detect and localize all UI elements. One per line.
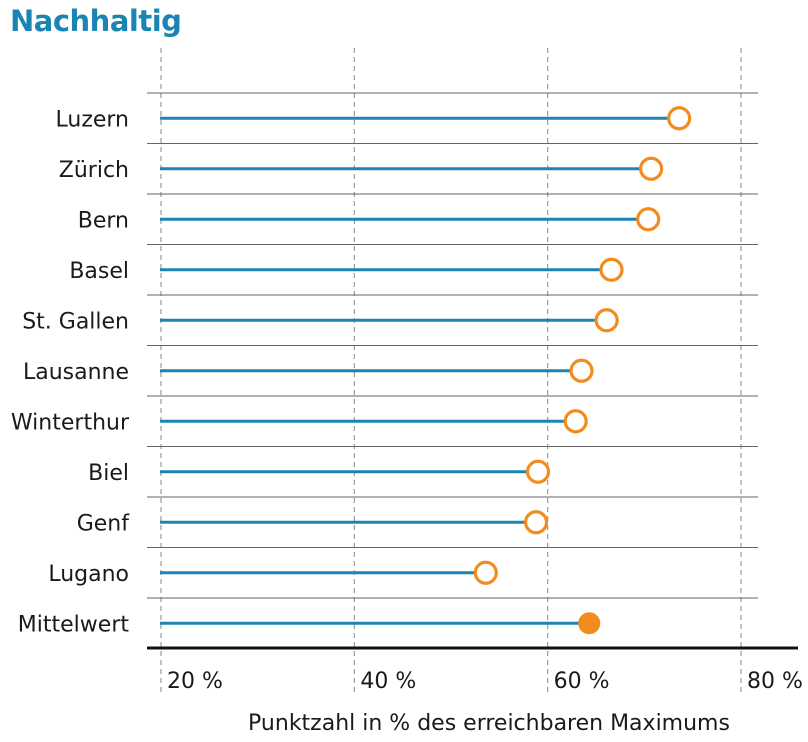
value-marker [563, 409, 588, 434]
rows-layer: Luzern Zürich Bern Basel St. Gallen Lausanne W… [11, 106, 692, 637]
data-row: Zürich [59, 156, 664, 183]
data-row: Biel [88, 459, 551, 486]
value-marker [473, 560, 498, 585]
x-tick-label: 20 % [167, 669, 223, 694]
value-marker [667, 106, 692, 131]
data-row: Basel [69, 257, 624, 284]
mean-marker [578, 612, 601, 635]
category-label: Lausanne [23, 360, 129, 385]
grid-layer [147, 48, 758, 692]
chart-title: Nachhaltig [10, 4, 182, 38]
value-marker [594, 308, 619, 333]
value-marker [523, 510, 549, 535]
data-row: Luzern [56, 106, 692, 132]
data-row: Mittelwert [18, 612, 601, 637]
value-marker [638, 156, 664, 181]
category-label: Zürich [59, 158, 129, 183]
x-tick-label: 80 % [747, 669, 803, 694]
value-marker [525, 459, 551, 484]
category-label: St. Gallen [22, 309, 129, 334]
value-marker [636, 207, 661, 232]
data-row: St. Gallen [22, 308, 619, 334]
x-tick-label: 40 % [360, 669, 416, 694]
category-label: Winterthur [11, 410, 130, 435]
x-axis: 20 % 40 % 60 % 80 % [147, 646, 803, 694]
category-label: Bern [78, 208, 129, 233]
category-label: Biel [88, 461, 129, 486]
x-tick-label: 60 % [554, 669, 610, 694]
category-label: Mittelwert [18, 612, 130, 637]
category-label: Basel [69, 259, 129, 284]
category-label: Lugano [48, 562, 129, 587]
data-row: Winterthur [11, 409, 588, 435]
category-label: Genf [77, 511, 131, 536]
value-marker [599, 257, 624, 282]
data-row: Genf [77, 510, 549, 536]
category-label: Luzern [56, 107, 130, 132]
value-marker [569, 358, 594, 383]
data-row: Lausanne [23, 358, 594, 385]
data-row: Lugano [48, 560, 498, 587]
data-row: Bern [78, 207, 661, 233]
x-axis-title: Punktzahl in % des erreichbaren Maximums [248, 711, 730, 736]
